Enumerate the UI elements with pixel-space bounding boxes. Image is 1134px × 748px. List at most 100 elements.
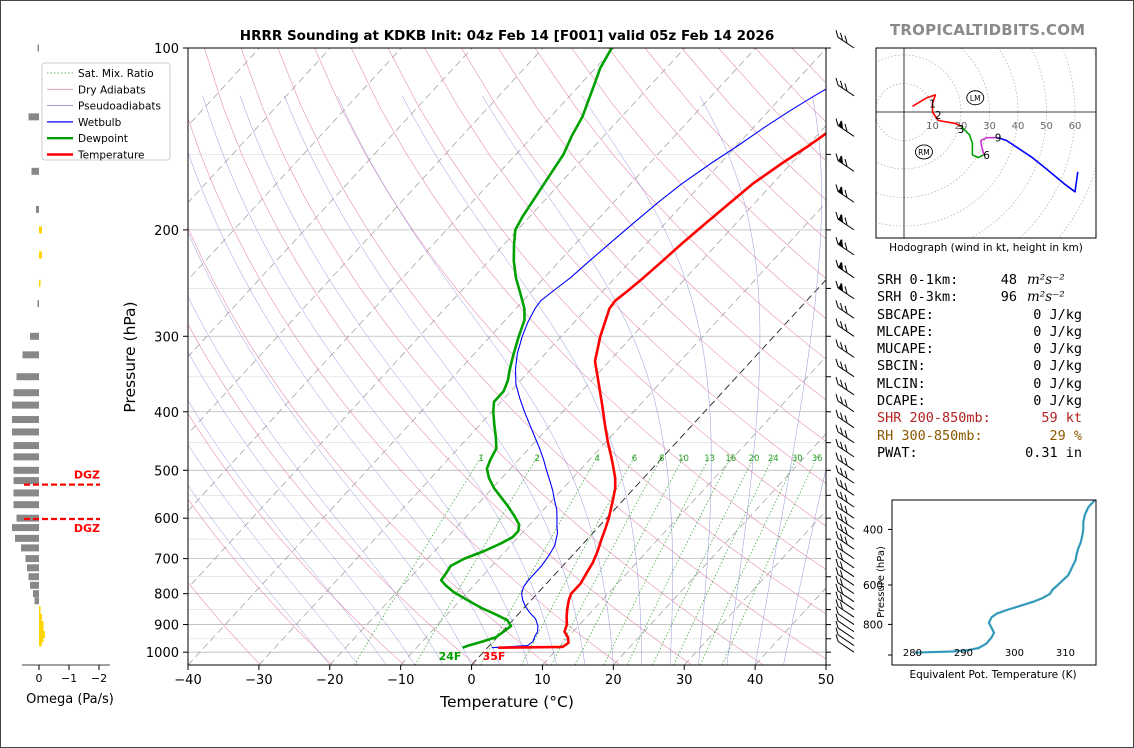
wind-barb [835, 358, 855, 378]
stat-label: PWAT: [877, 444, 918, 461]
pseudoadiabat [401, 95, 642, 665]
theta-e-x-tick-label: 310 [1056, 648, 1075, 659]
isotherm [329, 125, 826, 665]
theta-e-x-tick-label: 280 [903, 648, 922, 659]
hodograph-height-label: 6 [983, 150, 990, 162]
wind-barb-flag [839, 513, 843, 521]
omega-bar [13, 477, 39, 485]
brand-watermark: TROPICALTIDBITS.COM [890, 21, 1086, 39]
wind-barb-flag [835, 424, 839, 433]
y-tick-label: 1000 [146, 646, 179, 661]
dry-adiabat [188, 498, 333, 665]
wind-barb-flag [839, 586, 843, 594]
wind-barb-flag [835, 259, 839, 268]
wind-barb [835, 599, 855, 618]
stat-label: MUCAPE: [877, 341, 934, 358]
wind-barb-flag [839, 187, 843, 195]
dry-adiabat [188, 581, 261, 665]
temperature-line [498, 131, 826, 649]
surface-labels: 24F 35F [439, 650, 506, 663]
omega-bar [13, 389, 39, 397]
omega-bar [39, 279, 41, 287]
wind-barb [835, 393, 855, 413]
stat-value: 59 kt [1041, 410, 1082, 427]
x-tick-label: 30 [676, 673, 693, 688]
omega-bar [30, 332, 39, 340]
theta-e-x-tick-label: 290 [954, 648, 973, 659]
mixing-ratio-label: 1 [478, 454, 483, 464]
stat-value: 0 J/kg [1033, 358, 1082, 375]
x-tick-label: −40 [174, 673, 201, 688]
pseudoadiabat [188, 351, 416, 665]
omega-bar [39, 635, 44, 643]
wind-barb-flag [835, 339, 839, 347]
wind-barb-flag [839, 467, 843, 476]
dry-adiabat [571, 48, 826, 319]
legend-entry: Sat. Mix. Ratio [78, 68, 154, 80]
pseudoadiabat [754, 95, 822, 665]
wind-barb-shaft [837, 582, 855, 595]
wind-barb-flag [839, 578, 843, 586]
omega-bar [15, 534, 39, 542]
theta-e-frame [891, 499, 1097, 666]
skew-t-xlabel: Temperature (°C) [439, 693, 574, 711]
wind-barb-flag [835, 567, 839, 575]
dry-adiabat [188, 323, 477, 665]
wind-barb-shaft [837, 556, 855, 569]
surface-dewpoint-label: 24F [439, 650, 462, 663]
mixing-ratio-line [414, 453, 540, 665]
stat-unit: m²s⁻² [1027, 272, 1065, 288]
wind-barb-flag [839, 361, 843, 369]
stat-label: SRH 0-3km: [877, 289, 959, 306]
x-tick-label: 0 [467, 673, 475, 688]
omega-bar [12, 428, 39, 436]
wind-barb-shaft [837, 495, 855, 508]
wind-barb-flag [835, 438, 839, 447]
omega-bar [39, 639, 42, 647]
stat-value: 0 J/kg [1033, 306, 1082, 323]
hodograph-frame [875, 47, 1097, 239]
wind-barb-flag [844, 399, 848, 407]
wind-barb [835, 236, 855, 256]
dry-adiabat [387, 48, 826, 527]
pseudoadiabat [481, 95, 673, 665]
wind-barb [835, 153, 855, 172]
stat-value: 0 J/kg [1033, 393, 1082, 410]
wind-barb-flag [835, 521, 839, 529]
wind-barb-flag [835, 393, 839, 402]
wind-barb-flag [844, 382, 848, 390]
wind-barb-flag [844, 123, 848, 132]
skew-t-plot-frame [187, 47, 827, 666]
wind-barb-flag [839, 412, 843, 420]
dry-adiabat [314, 48, 826, 615]
wind-barb-flag [839, 543, 843, 551]
legend-entry: Wetbulb [78, 117, 122, 129]
wind-barb-flag [839, 239, 843, 247]
stat-label: SBCIN: [877, 358, 926, 375]
wind-barb-shaft [837, 243, 855, 256]
x-tick-label: −30 [245, 673, 272, 688]
wind-barb [835, 575, 855, 595]
omega-bar [37, 44, 39, 52]
wind-barb-flag [839, 491, 843, 500]
wind-barb-flag [839, 427, 843, 435]
hodograph-ring-label: 60 [1069, 121, 1082, 132]
stat-row: SHR 200-850mb: 59 kt [877, 410, 1092, 427]
stat-label: SHR 200-850mb: [877, 410, 991, 427]
pseudoadiabat [188, 444, 359, 665]
dry-adiabat [351, 48, 826, 570]
omega-tick-label: −1 [61, 672, 77, 685]
theta-e-y-tick-label: 400 [863, 524, 883, 536]
wind-barb-flag [844, 305, 848, 313]
dgz-label: DGZ [74, 522, 100, 535]
wind-barb-shaft [837, 125, 855, 137]
wind-barb-shaft [837, 640, 855, 653]
wind-barb-flag [844, 516, 848, 524]
mixing-ratio-label: 20 [749, 454, 760, 464]
wind-barb-flag [835, 510, 839, 519]
y-tick-label: 900 [154, 619, 179, 634]
storm-motion-marker [915, 144, 933, 160]
wind-barb-flag [839, 441, 843, 449]
wind-barb-flag [835, 280, 839, 289]
dry-adiabat [188, 117, 621, 665]
